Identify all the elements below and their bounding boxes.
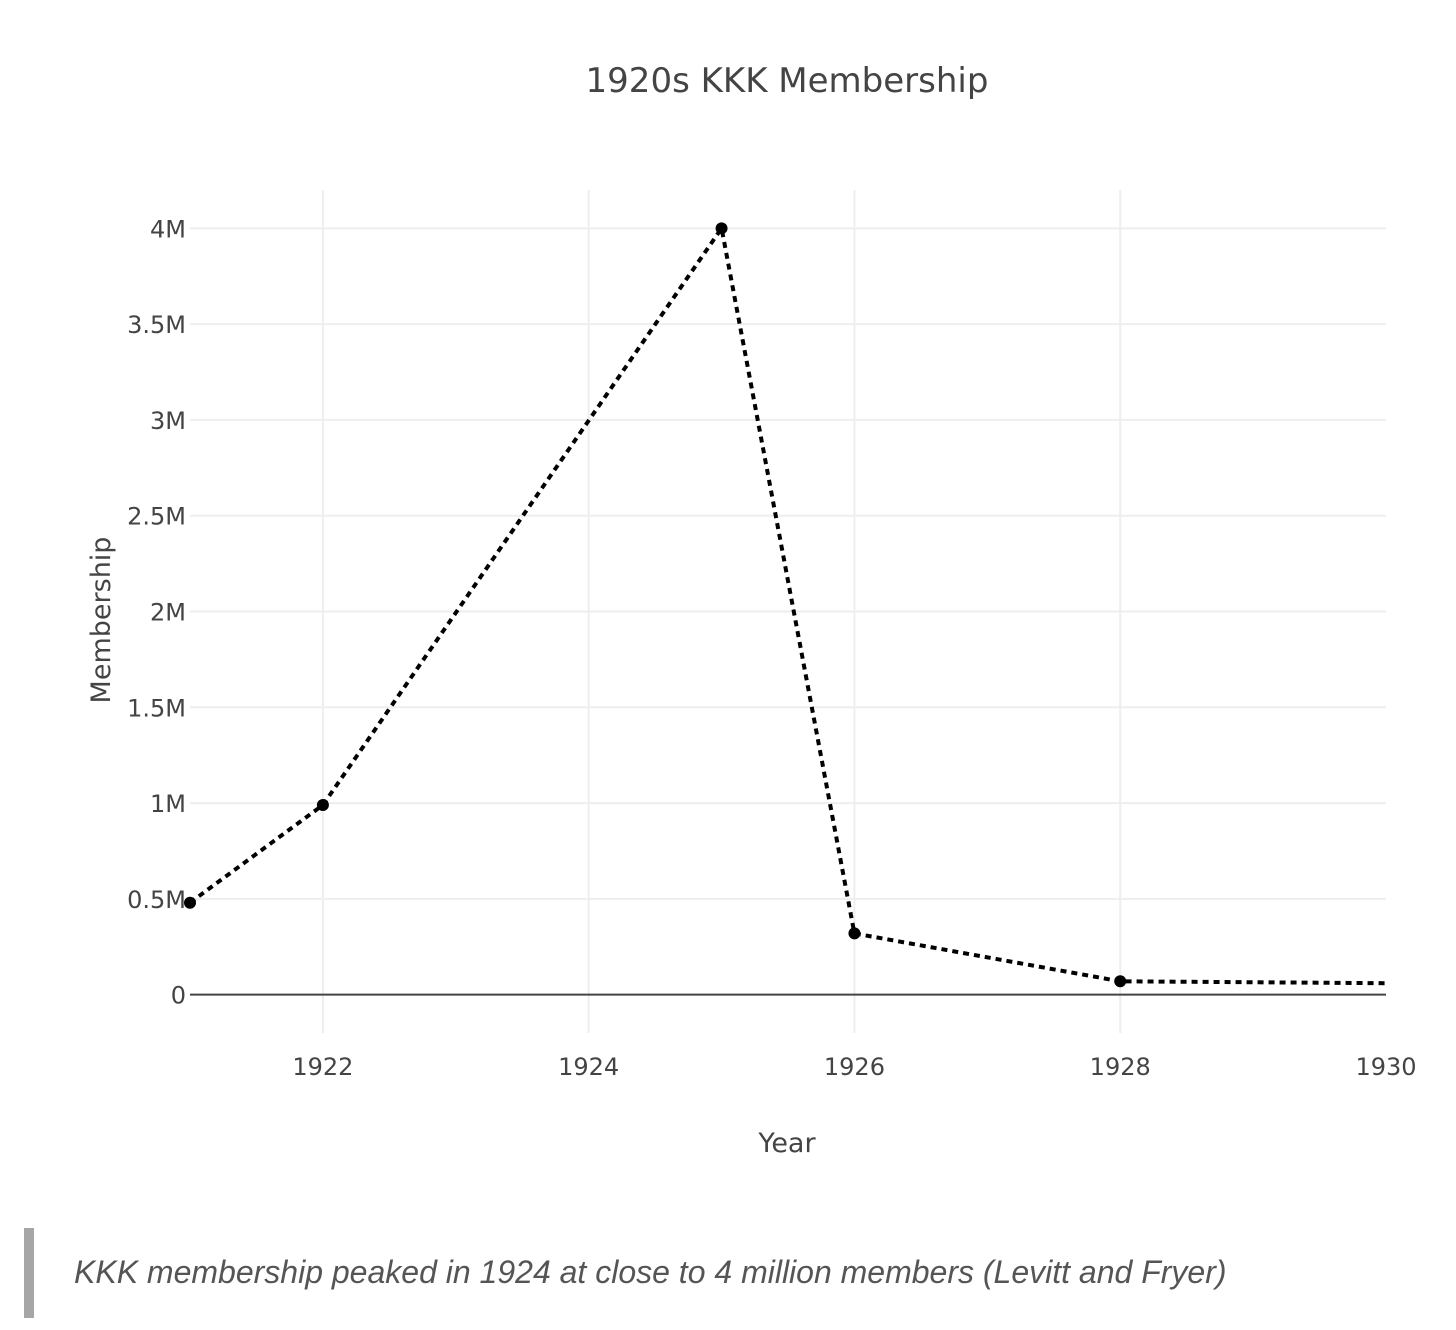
y-tick-label: 1.5M <box>127 694 186 722</box>
y-tick-label: 4M <box>150 215 186 243</box>
y-tick-label: 3M <box>150 407 186 435</box>
x-tick-label: 1928 <box>1090 1053 1151 1081</box>
x-tick-label: 1924 <box>558 1053 619 1081</box>
y-tick-label: 2M <box>150 599 186 627</box>
chart-title: 1920s KKK Membership <box>586 61 989 101</box>
y-tick-label: 0 <box>171 982 186 1010</box>
caption-text: KKK membership peaked in 1924 at close t… <box>74 1254 1227 1290</box>
data-point <box>184 896 196 909</box>
x-tick-label: 1922 <box>292 1053 353 1081</box>
x-axis-title: Year <box>757 1128 816 1159</box>
data-point <box>715 222 728 235</box>
series-layer <box>184 222 1387 988</box>
y-tick-label: 2.5M <box>127 503 186 531</box>
x-axis-ticks: 1922 1924 1926 1928 1930 <box>292 1053 1416 1081</box>
y-tick-label: 0.5M <box>127 886 186 914</box>
data-point <box>1114 975 1127 988</box>
x-tick-label: 1926 <box>824 1053 885 1081</box>
y-tick-label: 3.5M <box>127 311 186 339</box>
grid-lines <box>190 190 1386 1033</box>
caption-block: KKK membership peaked in 1924 at close t… <box>24 1228 1424 1318</box>
x-tick-label: 1930 <box>1355 1053 1416 1081</box>
series-line <box>188 223 1387 986</box>
caption-quote-bar <box>24 1228 34 1318</box>
y-axis-ticks: 0 0.5M 1M 1.5M 2M 2.5M 3M 3.5M 4M <box>127 215 186 1009</box>
data-point <box>316 799 329 812</box>
y-tick-label: 1M <box>150 790 186 818</box>
data-point <box>848 927 861 940</box>
y-axis-title: Membership <box>86 537 117 704</box>
